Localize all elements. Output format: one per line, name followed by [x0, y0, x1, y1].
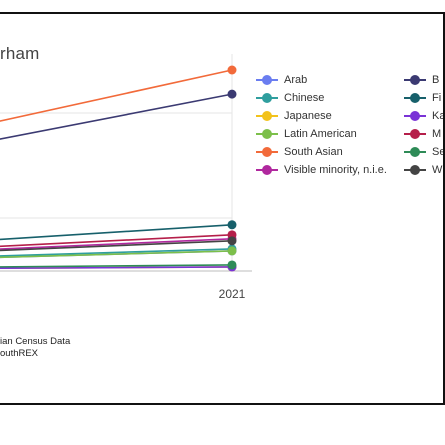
source-note-line-2: outhREX [0, 348, 39, 359]
series-line-south-asian [0, 69, 233, 122]
legend-label-chinese: Chinese [284, 92, 325, 104]
series-line-ka [0, 266, 233, 270]
data-point-w-2021 [227, 236, 237, 246]
legend-item-latin-american[interactable]: Latin American [256, 126, 357, 142]
legend-label-m: M [432, 128, 442, 140]
legend-item-arab[interactable]: Arab [256, 72, 307, 88]
legend-swatch-japanese [256, 108, 278, 124]
legend-item-b[interactable]: B [404, 72, 439, 88]
legend-label-se: Se [432, 146, 445, 158]
series-line-w [0, 240, 233, 252]
legend-swatch-visible-minority-n-i-e [256, 162, 278, 178]
legend-swatch-b [404, 72, 426, 88]
legend-swatch-m [404, 126, 426, 142]
legend-swatch-ka [404, 108, 426, 124]
data-point-south-asian-2021 [227, 65, 237, 75]
legend-item-south-asian[interactable]: South Asian [256, 144, 343, 160]
legend-item-se[interactable]: Se [404, 144, 445, 160]
legend-item-japanese[interactable]: Japanese [256, 108, 332, 124]
series-line-chinese [0, 248, 233, 257]
legend-swatch-chinese [256, 90, 278, 106]
chart-title: rham [0, 44, 40, 63]
legend-item-ka[interactable]: Ka [404, 108, 445, 124]
legend-item-fi[interactable]: Fi [404, 90, 441, 106]
legend-item-m[interactable]: M [404, 126, 441, 142]
series-line-fi [0, 223, 233, 241]
legend-swatch-arab [256, 72, 278, 88]
data-point-fi-2021 [227, 220, 237, 230]
legend-item-visible-minority-n-i-e[interactable]: Visible minority, n.i.e. [256, 162, 387, 178]
data-point-b-2021 [227, 89, 237, 99]
series-line-visible-minority-n-i-e [0, 238, 233, 250]
legend-swatch-se [404, 144, 426, 160]
series-line-se [0, 264, 233, 268]
legend-label-south-asian: South Asian [284, 146, 343, 158]
legend-label-latin-american: Latin American [284, 128, 357, 140]
data-point-se-2021 [227, 260, 237, 270]
legend-swatch-south-asian [256, 144, 278, 160]
series-line-m [0, 234, 233, 248]
legend-swatch-fi [404, 90, 426, 106]
legend-item-w[interactable]: W [404, 162, 442, 178]
legend-label-b: B [432, 74, 440, 86]
legend-label-japanese: Japanese [284, 110, 332, 122]
legend-label-fi: Fi [432, 92, 442, 104]
legend-label-visible-minority-n-i-e: Visible minority, n.i.e. [284, 164, 387, 176]
chart-card: 2021 rham Arab Chinese Japanese Latin Ameri… [0, 12, 445, 405]
legend-label-ka: Ka [432, 110, 445, 122]
legend-swatch-w [404, 162, 426, 178]
data-point-latin-american-2021 [227, 246, 237, 256]
legend-label-arab: Arab [284, 74, 308, 86]
legend-swatch-latin-american [256, 126, 278, 142]
legend-item-chinese[interactable]: Chinese [256, 90, 324, 106]
series-line-b [0, 93, 233, 140]
legend-label-w: W [432, 164, 443, 176]
source-note-line-1: ian Census Data [0, 336, 71, 347]
line-chart: 2021 [0, 54, 252, 301]
x-tick-label-2021: 2021 [219, 287, 246, 301]
source-note: ian Census Data outhREX [0, 336, 70, 360]
series-line-latin-american [0, 250, 233, 259]
